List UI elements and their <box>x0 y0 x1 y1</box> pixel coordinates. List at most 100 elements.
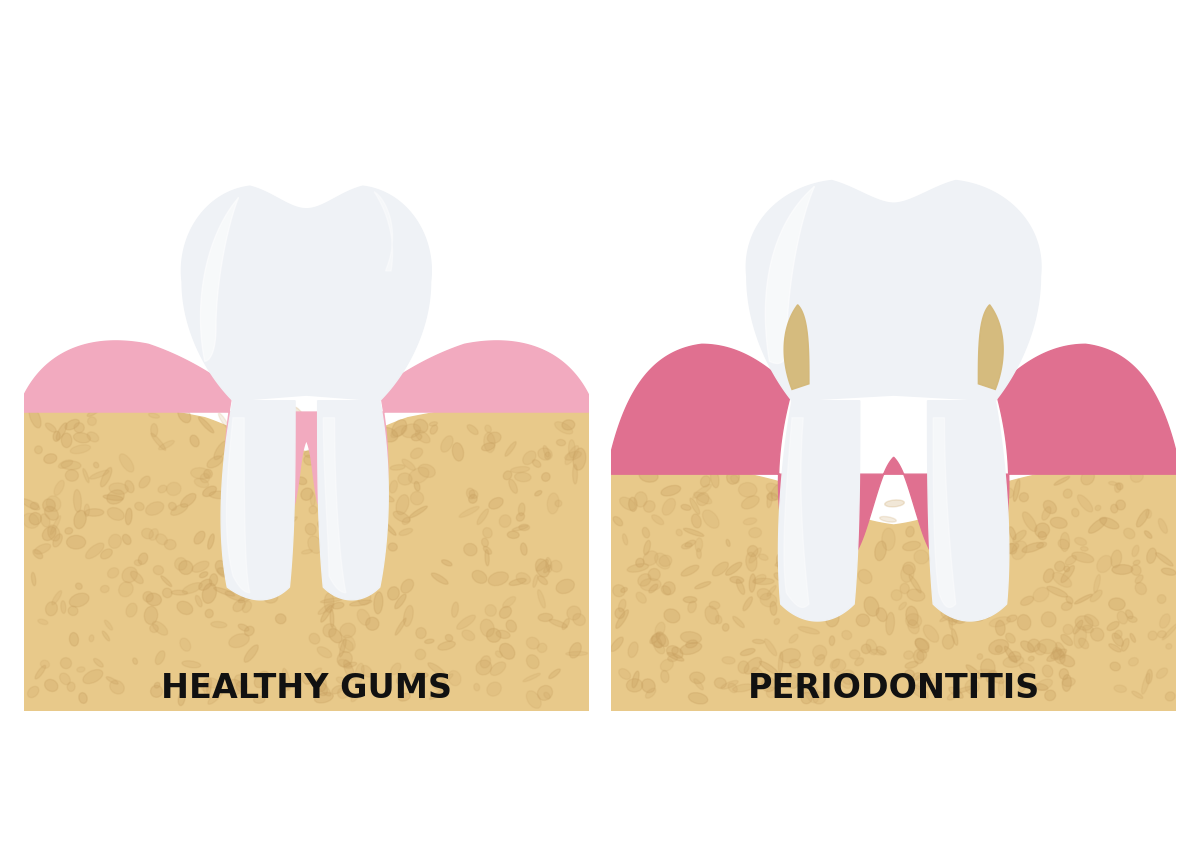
Ellipse shape <box>103 495 122 500</box>
Ellipse shape <box>1051 649 1061 659</box>
Ellipse shape <box>652 633 666 648</box>
Ellipse shape <box>788 522 802 543</box>
Ellipse shape <box>854 658 864 666</box>
Ellipse shape <box>102 631 109 641</box>
Ellipse shape <box>916 638 929 653</box>
Ellipse shape <box>775 557 796 566</box>
Ellipse shape <box>281 541 287 551</box>
Ellipse shape <box>233 600 245 612</box>
Ellipse shape <box>798 689 814 693</box>
Ellipse shape <box>767 492 773 508</box>
Ellipse shape <box>53 534 62 547</box>
Ellipse shape <box>194 531 205 544</box>
Ellipse shape <box>1045 690 1056 701</box>
Ellipse shape <box>996 620 1006 636</box>
Ellipse shape <box>331 433 343 452</box>
Ellipse shape <box>752 639 764 644</box>
Ellipse shape <box>234 674 246 687</box>
Ellipse shape <box>342 421 352 426</box>
Ellipse shape <box>1108 621 1120 631</box>
Ellipse shape <box>917 650 926 661</box>
Ellipse shape <box>774 619 780 625</box>
Ellipse shape <box>929 553 948 563</box>
Polygon shape <box>928 401 1009 621</box>
Ellipse shape <box>730 577 744 583</box>
Ellipse shape <box>767 585 776 596</box>
Ellipse shape <box>150 625 158 632</box>
Ellipse shape <box>1074 626 1086 649</box>
Ellipse shape <box>695 582 710 589</box>
Ellipse shape <box>326 557 348 571</box>
Ellipse shape <box>1093 575 1100 593</box>
Ellipse shape <box>90 470 109 479</box>
Ellipse shape <box>660 659 673 671</box>
Ellipse shape <box>733 616 744 627</box>
Ellipse shape <box>1034 523 1050 537</box>
Ellipse shape <box>953 588 960 595</box>
Ellipse shape <box>667 656 678 662</box>
Ellipse shape <box>814 500 827 513</box>
Ellipse shape <box>305 523 316 535</box>
Ellipse shape <box>485 549 490 565</box>
Ellipse shape <box>305 450 319 457</box>
Ellipse shape <box>972 476 982 482</box>
Ellipse shape <box>856 614 870 626</box>
Ellipse shape <box>538 613 553 621</box>
Ellipse shape <box>836 672 851 688</box>
Ellipse shape <box>635 492 647 507</box>
Ellipse shape <box>304 456 314 465</box>
Ellipse shape <box>30 502 38 510</box>
Ellipse shape <box>43 498 55 511</box>
Ellipse shape <box>88 432 98 442</box>
Ellipse shape <box>378 493 394 502</box>
Ellipse shape <box>478 509 488 524</box>
Ellipse shape <box>60 658 72 668</box>
Ellipse shape <box>790 659 800 668</box>
Ellipse shape <box>396 675 407 684</box>
Ellipse shape <box>256 439 270 460</box>
Ellipse shape <box>42 527 56 541</box>
Ellipse shape <box>977 490 991 496</box>
Ellipse shape <box>88 417 96 426</box>
Ellipse shape <box>884 500 905 507</box>
Ellipse shape <box>682 565 698 576</box>
Ellipse shape <box>538 686 552 700</box>
Ellipse shape <box>997 482 1006 491</box>
Ellipse shape <box>812 692 826 704</box>
Ellipse shape <box>203 583 216 603</box>
Ellipse shape <box>796 589 810 607</box>
Ellipse shape <box>496 631 510 638</box>
Ellipse shape <box>726 562 742 575</box>
Ellipse shape <box>506 620 516 632</box>
Ellipse shape <box>786 505 798 523</box>
Ellipse shape <box>942 520 953 532</box>
Ellipse shape <box>246 569 257 580</box>
Ellipse shape <box>636 559 644 567</box>
Ellipse shape <box>733 684 754 692</box>
Ellipse shape <box>1080 547 1088 551</box>
Ellipse shape <box>924 517 938 529</box>
Ellipse shape <box>785 529 792 551</box>
Ellipse shape <box>139 476 150 488</box>
Ellipse shape <box>314 424 319 433</box>
Ellipse shape <box>541 473 550 481</box>
Ellipse shape <box>419 464 436 477</box>
Ellipse shape <box>180 638 191 651</box>
Ellipse shape <box>892 589 902 601</box>
Ellipse shape <box>67 682 76 692</box>
Ellipse shape <box>59 460 73 468</box>
Ellipse shape <box>876 646 887 655</box>
Ellipse shape <box>833 545 847 554</box>
Ellipse shape <box>646 688 655 698</box>
Ellipse shape <box>320 598 342 603</box>
Ellipse shape <box>1135 583 1146 595</box>
Ellipse shape <box>270 458 286 474</box>
Ellipse shape <box>305 423 325 430</box>
Ellipse shape <box>264 462 270 472</box>
Ellipse shape <box>65 528 73 535</box>
Ellipse shape <box>709 601 720 609</box>
Ellipse shape <box>1082 625 1093 633</box>
Ellipse shape <box>239 624 248 631</box>
Ellipse shape <box>28 686 38 698</box>
Ellipse shape <box>22 498 40 510</box>
